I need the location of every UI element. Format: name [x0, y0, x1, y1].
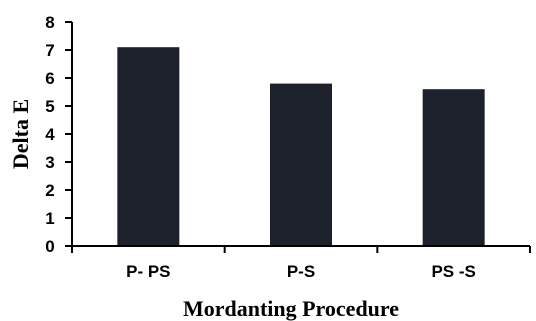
bar-2: [270, 83, 332, 246]
x-ticks-group: P- PS P-S PS -S: [71, 246, 531, 281]
y-ticks-group: 0 1 2 3 4 5 6 7 8: [45, 13, 72, 256]
y-tick-label: 7: [45, 41, 54, 60]
y-tick-label: 1: [45, 209, 54, 228]
y-tick-label: 8: [45, 13, 54, 32]
y-tick-label: 4: [45, 125, 55, 144]
x-category-label: P-S: [287, 262, 315, 281]
y-tick-label: 3: [45, 153, 54, 172]
bar-1: [117, 47, 180, 247]
x-category-label: PS -S: [431, 262, 475, 281]
bars-group: [117, 47, 485, 247]
x-category-label: P- PS: [126, 262, 170, 281]
y-axis-title: Delta E: [8, 99, 33, 169]
y-tick-label: 2: [45, 181, 54, 200]
y-tick-label: 6: [45, 69, 54, 88]
y-tick-label: 5: [45, 97, 54, 116]
y-tick-label: 0: [45, 237, 54, 256]
x-axis-title: Mordanting Procedure: [183, 296, 399, 321]
bar-3: [422, 89, 485, 246]
